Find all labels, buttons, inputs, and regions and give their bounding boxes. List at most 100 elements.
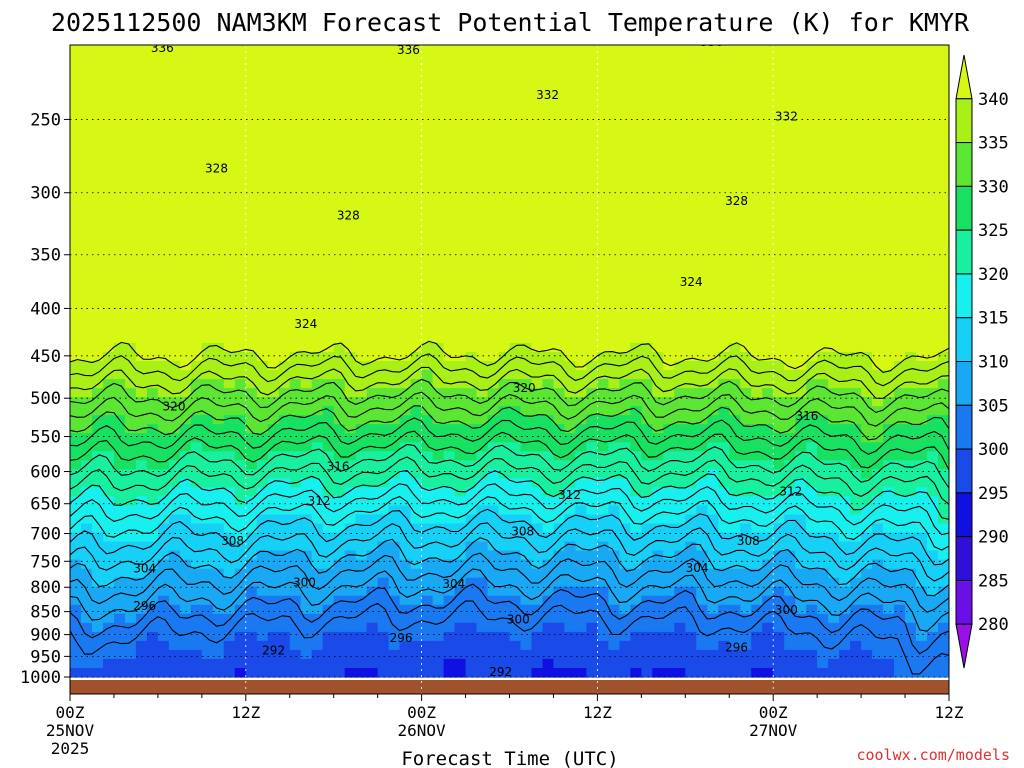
field-cell (157, 225, 170, 236)
field-cell (817, 505, 829, 516)
field-cell (784, 505, 796, 516)
field-cell (454, 306, 467, 317)
field-cell (124, 243, 137, 254)
field-cell (795, 54, 807, 64)
field-cell (828, 216, 840, 227)
field-cell (707, 198, 719, 209)
field-cell (652, 126, 664, 136)
field-cell (344, 126, 357, 136)
field-cell (212, 397, 225, 407)
field-cell (762, 460, 774, 470)
field-cell (696, 433, 708, 443)
field-cell (740, 153, 752, 163)
field-cell (355, 532, 368, 543)
field-cell (81, 370, 93, 380)
field-cell (212, 460, 225, 470)
field-cell (190, 108, 203, 118)
field-cell (388, 604, 401, 615)
field-cell (575, 532, 587, 543)
field-cell (223, 54, 236, 64)
field-cell (619, 388, 631, 398)
field-cell (839, 361, 851, 371)
field-cell (278, 90, 291, 100)
field-cell (652, 604, 664, 615)
field-cell (454, 108, 467, 118)
field-cell (718, 406, 730, 416)
field-cell (762, 45, 774, 55)
field-cell (114, 505, 126, 516)
field-cell (168, 333, 181, 344)
field-cell (707, 604, 719, 615)
field-cell (674, 559, 686, 570)
field-cell (465, 622, 478, 633)
field-cell (135, 649, 148, 660)
field-cell (399, 234, 412, 245)
field-cell (289, 207, 302, 218)
field-cell (674, 117, 686, 127)
field-cell (388, 288, 401, 299)
field-cell (740, 514, 752, 525)
field-cell (366, 460, 379, 470)
field-cell (542, 586, 555, 597)
field-cell (399, 595, 412, 606)
field-cell (542, 117, 555, 127)
field-cell (641, 640, 653, 651)
field-cell (729, 424, 741, 434)
field-cell (762, 406, 774, 416)
field-cell (454, 315, 467, 326)
field-cell (454, 595, 467, 606)
field-cell (333, 63, 346, 73)
field-cell (828, 144, 840, 154)
field-cell (465, 433, 478, 443)
field-cell (762, 469, 774, 479)
field-cell (124, 559, 137, 570)
field-cell (81, 252, 93, 263)
field-cell (234, 649, 247, 660)
field-cell (103, 189, 115, 200)
field-cell (839, 189, 851, 200)
field-cell (355, 604, 368, 615)
field-cell (344, 532, 357, 543)
field-cell (289, 658, 302, 669)
field-cell (234, 397, 247, 407)
field-cell (278, 568, 291, 579)
field-cell (179, 108, 192, 118)
field-cell (410, 81, 423, 91)
field-cell (498, 198, 511, 209)
field-cell (586, 352, 598, 362)
field-cell (839, 595, 851, 606)
field-cell (114, 99, 126, 109)
field-cell (751, 406, 763, 416)
field-cell (674, 478, 686, 488)
field-cell (245, 72, 258, 82)
field-cell (322, 216, 335, 227)
field-cell (421, 99, 434, 109)
field-cell (146, 649, 159, 660)
field-cell (146, 496, 159, 506)
field-cell (564, 496, 576, 506)
field-cell (311, 99, 324, 109)
field-cell (795, 568, 807, 579)
field-cell (70, 658, 82, 669)
field-cell (839, 63, 851, 73)
field-cell (135, 297, 148, 308)
field-cell (410, 216, 423, 227)
field-cell (223, 532, 236, 543)
field-cell (124, 586, 137, 597)
field-cell (278, 451, 291, 461)
field-cell (421, 54, 434, 64)
field-cell (641, 90, 653, 100)
field-cell (114, 207, 126, 218)
field-cell (256, 270, 269, 281)
field-cell (410, 514, 423, 525)
field-cell (388, 180, 401, 190)
field-cell (674, 451, 686, 461)
field-cell (707, 415, 719, 425)
field-cell (355, 559, 368, 570)
field-cell (652, 352, 664, 362)
field-cell (454, 63, 467, 73)
field-cell (520, 171, 533, 181)
field-cell (652, 523, 664, 534)
field-cell (553, 225, 566, 236)
